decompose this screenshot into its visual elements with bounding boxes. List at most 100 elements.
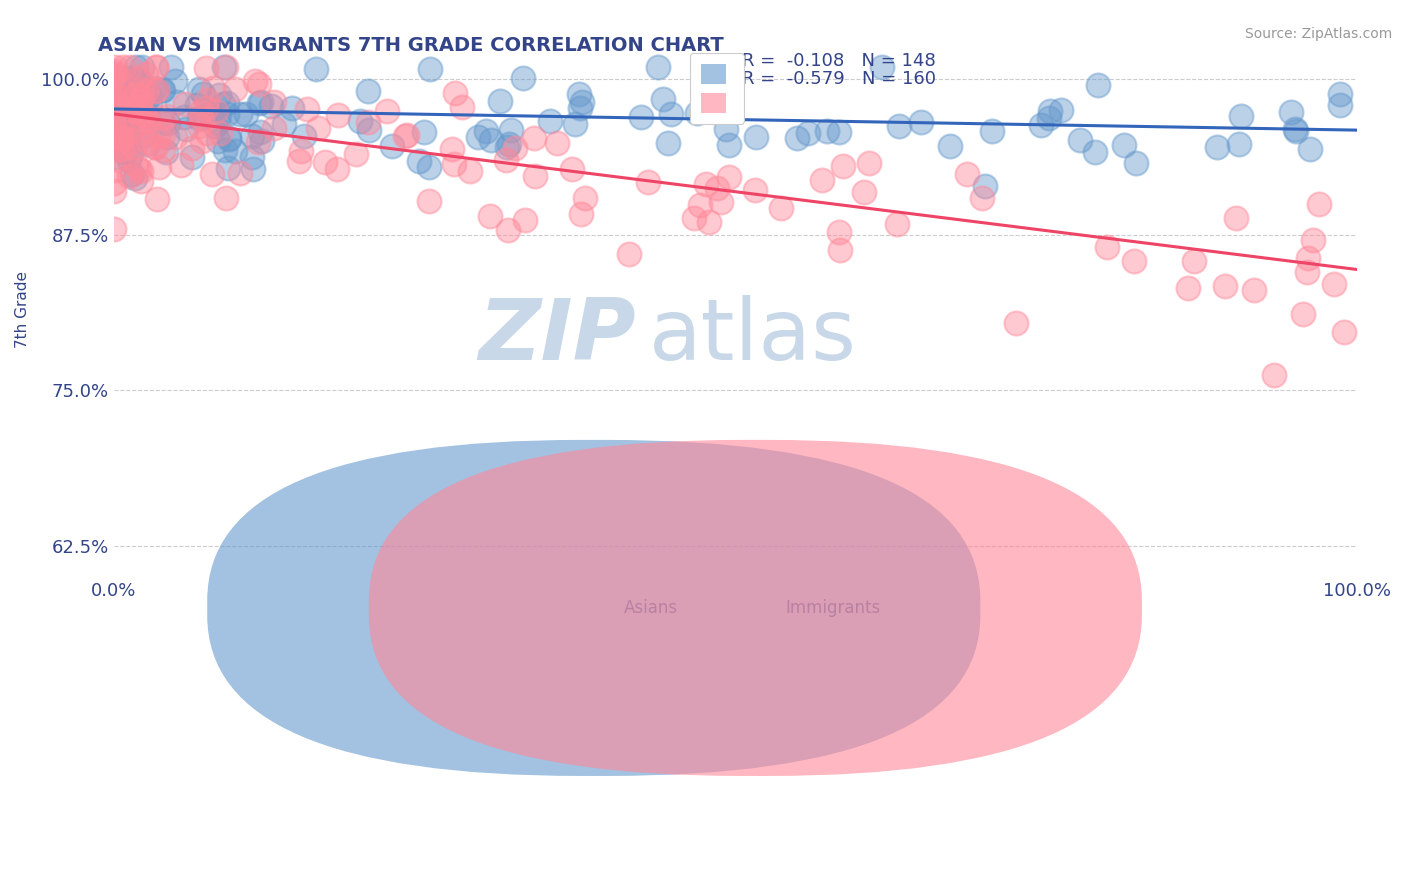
Point [103,66,125,80]
Point [249,125,271,139]
Point [972,191,994,205]
Point [1263,368,1285,382]
Point [263,120,285,135]
Point [129,82,152,96]
Point [495,153,517,167]
Point [357,123,380,137]
Point [538,114,561,128]
Point [512,70,534,85]
Point [118,60,141,74]
Point [1177,281,1199,295]
Point [111,60,134,74]
Point [523,169,546,184]
Point [1323,277,1346,291]
Point [143,84,166,98]
Point [138,96,160,111]
Point [224,144,246,158]
Point [744,183,766,197]
FancyBboxPatch shape [207,440,980,776]
Point [105,89,128,103]
Point [651,92,673,106]
Point [207,87,229,102]
Point [326,161,349,176]
Point [139,89,162,103]
Point [104,103,127,118]
Point [156,130,179,145]
Point [108,101,131,115]
Point [118,169,141,184]
Point [617,246,640,260]
Point [103,222,125,236]
Point [408,153,430,168]
Point [1049,103,1071,117]
Point [129,112,152,126]
Point [105,150,128,164]
Point [194,61,217,75]
Text: R =  -0.579   N = 160: R = -0.579 N = 160 [742,70,936,88]
Point [1039,103,1062,118]
Point [419,62,441,77]
Point [489,94,512,108]
Point [104,137,127,152]
Point [349,114,371,128]
Point [240,129,263,144]
Point [124,140,146,154]
Point [458,164,481,178]
Point [190,134,212,148]
Point [259,99,281,113]
Point [246,135,269,149]
Point [657,136,679,151]
Point [187,119,209,133]
Point [212,96,235,111]
Point [128,161,150,176]
Point [1114,138,1136,153]
Point [479,133,502,147]
Point [104,88,127,103]
Point [152,115,174,129]
Point [630,110,652,124]
Point [381,139,404,153]
Point [136,136,159,151]
Point [872,60,894,74]
Point [180,150,202,164]
Point [136,135,159,149]
Text: Asians: Asians [624,599,678,617]
Point [115,140,138,154]
Point [828,226,851,240]
Point [1284,122,1306,136]
Point [122,123,145,137]
Point [561,162,583,177]
Point [830,244,852,258]
Point [201,167,224,181]
Point [568,101,591,115]
Point [108,126,131,140]
Point [173,111,195,125]
Point [103,102,125,116]
Point [204,104,226,119]
Text: R =  -0.108   N = 148: R = -0.108 N = 148 [742,52,935,70]
Point [207,115,229,129]
Point [243,74,266,88]
Point [114,145,136,159]
Point [522,131,544,145]
Point [201,81,224,95]
Point [229,165,252,179]
Point [125,103,148,117]
Point [235,107,257,121]
Point [103,184,125,198]
Point [129,174,152,188]
Point [131,60,153,74]
Point [190,104,212,119]
Point [418,194,440,208]
Point [647,60,669,74]
Point [706,181,728,195]
Point [110,87,132,102]
Point [107,153,129,167]
Point [273,117,295,131]
Point [103,95,125,109]
Point [117,131,139,145]
Point [250,134,273,148]
Point [143,140,166,154]
Point [143,81,166,95]
Point [124,171,146,186]
